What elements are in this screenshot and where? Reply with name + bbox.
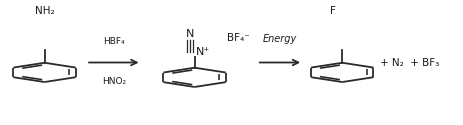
Text: Energy: Energy <box>263 34 297 44</box>
Text: BF₄⁻: BF₄⁻ <box>227 33 250 43</box>
Text: F: F <box>330 6 336 16</box>
Text: HBF₄: HBF₄ <box>103 37 125 46</box>
Text: + N₂  + BF₃: + N₂ + BF₃ <box>380 58 439 68</box>
Text: N⁺: N⁺ <box>196 47 210 57</box>
Text: HNO₂: HNO₂ <box>102 76 126 86</box>
Text: N: N <box>186 29 194 39</box>
Text: NH₂: NH₂ <box>35 6 54 16</box>
